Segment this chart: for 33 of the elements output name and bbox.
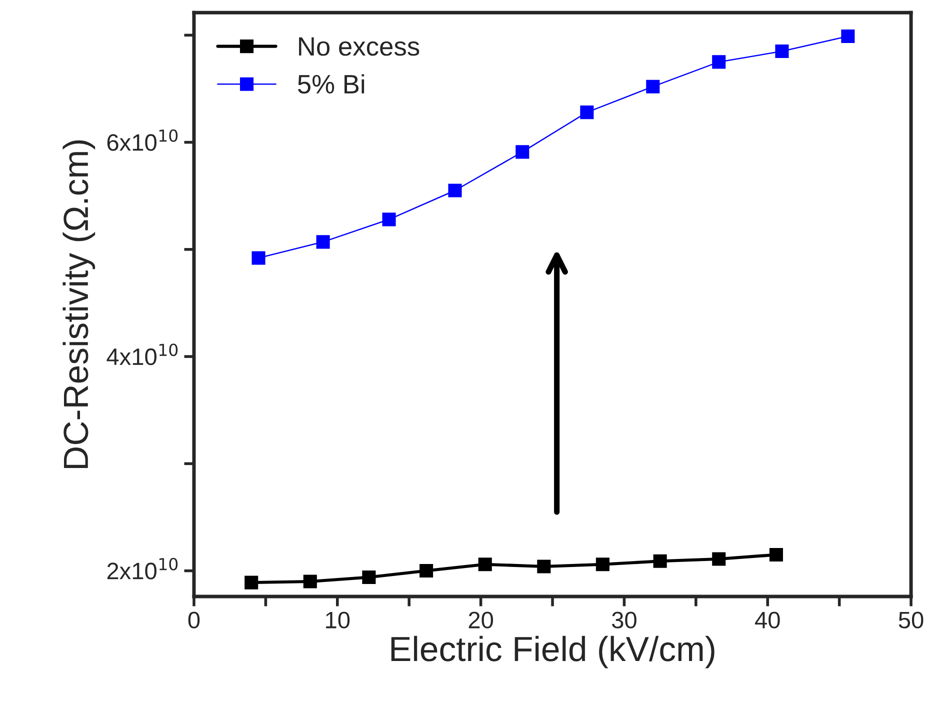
x-axis-title: Electric Field (kV/cm) (391, 636, 714, 668)
y-tick-label: 6x10$^{10}$ (107, 129, 178, 151)
y-axis-title: DC-Resistivity (Ω.cm) (62, 140, 96, 468)
point (712, 552, 726, 566)
point (362, 570, 376, 584)
point (478, 558, 492, 572)
x-tick-label: 50 (898, 612, 924, 628)
point (244, 576, 258, 590)
x-tick-label: 40 (755, 612, 780, 628)
point (646, 80, 660, 94)
point (580, 106, 594, 120)
point (516, 145, 530, 159)
point (653, 554, 667, 568)
point (596, 558, 610, 572)
x-tick-label: 0 (188, 612, 200, 628)
point (252, 251, 266, 265)
y-tick-label: 4x10$^{10}$ (106, 344, 178, 366)
point (420, 564, 434, 578)
point (316, 235, 330, 249)
point (769, 548, 783, 562)
point (303, 574, 317, 588)
point (712, 55, 726, 69)
x-tick-label: 20 (468, 612, 494, 628)
y-tick-label: 2x10$^{10}$ (107, 558, 178, 580)
point (382, 212, 396, 226)
point (841, 29, 855, 44)
point (775, 44, 789, 58)
legend-label: 5% Bi (298, 74, 364, 94)
point (448, 184, 462, 198)
x-tick-label: 10 (326, 612, 350, 628)
x-tick-label: 30 (612, 612, 636, 628)
point (537, 560, 551, 574)
legend-label: No excess (299, 37, 420, 56)
